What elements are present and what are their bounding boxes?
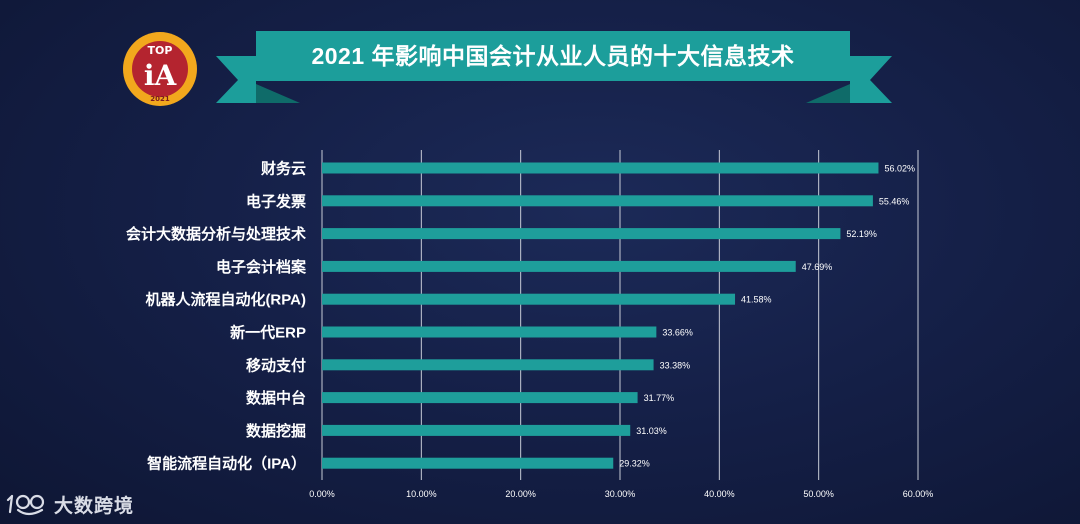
watermark-text: 大数跨境 xyxy=(54,495,135,517)
bar xyxy=(322,228,841,240)
bar xyxy=(322,260,796,272)
category-label: 财务云 xyxy=(261,160,306,178)
bar xyxy=(322,359,654,371)
x-tick-label: 50.00% xyxy=(803,489,834,499)
top-ia-badge-logo: TOP iA 2021 xyxy=(123,32,197,106)
logo-year-text: 2021 xyxy=(150,95,170,103)
category-label: 新一代ERP xyxy=(230,324,306,342)
x-tick-label: 0.00% xyxy=(309,489,335,499)
value-label: 29.32% xyxy=(619,459,650,469)
speech-bubble-logo-icon xyxy=(6,494,45,516)
bar xyxy=(322,162,879,174)
bar xyxy=(322,293,736,305)
x-tick-label: 20.00% xyxy=(505,489,536,499)
value-label: 56.02% xyxy=(884,164,915,174)
value-label: 47.69% xyxy=(802,262,833,272)
value-label: 55.46% xyxy=(879,196,910,206)
category-label: 会计大数据分析与处理技术 xyxy=(126,225,306,243)
category-label: 电子会计档案 xyxy=(216,258,307,276)
category-label: 电子发票 xyxy=(246,192,306,210)
category-label: 数据挖掘 xyxy=(246,422,306,440)
bar xyxy=(322,392,638,404)
value-label: 41.58% xyxy=(741,295,772,305)
watermark: 大数跨境 xyxy=(6,488,134,520)
value-label: 33.66% xyxy=(662,328,693,338)
logo-top-text: TOP xyxy=(148,44,173,57)
x-tick-label: 10.00% xyxy=(406,489,437,499)
bar xyxy=(322,326,657,338)
banner-main xyxy=(256,31,850,81)
banner-left-fold xyxy=(256,84,300,103)
value-label: 31.03% xyxy=(636,426,667,436)
category-label: 数据中台 xyxy=(246,389,306,407)
x-tick-label: 60.00% xyxy=(903,489,934,499)
bar xyxy=(322,457,614,469)
category-label: 移动支付 xyxy=(246,356,306,374)
logo-main-text: iA xyxy=(144,59,178,92)
chart-title: 2021 年影响中国会计从业人员的十大信息技术 xyxy=(311,43,795,69)
category-label: 机器人流程自动化(RPA) xyxy=(145,291,306,309)
banner-right-fold xyxy=(806,84,850,103)
value-label: 31.77% xyxy=(644,393,675,403)
banner-right-ribbon xyxy=(850,56,892,103)
title-banner xyxy=(216,31,892,103)
bar xyxy=(322,195,873,207)
bar xyxy=(322,424,631,436)
value-label: 52.19% xyxy=(846,229,877,239)
category-label: 智能流程自动化（IPA） xyxy=(147,455,306,473)
banner-left-ribbon xyxy=(216,56,256,103)
x-tick-label: 30.00% xyxy=(605,489,636,499)
value-label: 33.38% xyxy=(660,360,691,370)
x-tick-label: 40.00% xyxy=(704,489,735,499)
